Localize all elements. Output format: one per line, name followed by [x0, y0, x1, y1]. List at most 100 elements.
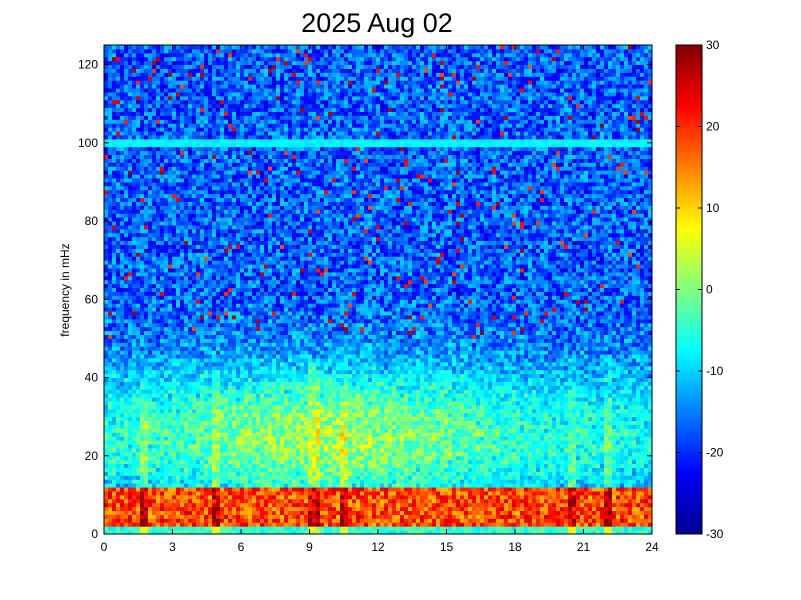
heatmap-cell [612, 444, 617, 449]
heatmap-cell [528, 522, 533, 527]
heatmap-cell [400, 400, 405, 406]
heatmap-cell [104, 455, 109, 461]
heatmap-cell [504, 479, 509, 484]
heatmap-cell [528, 502, 533, 508]
heatmap-cell [180, 447, 185, 453]
heatmap-cell [404, 444, 409, 449]
heatmap-cell [464, 522, 469, 527]
heatmap-cell [308, 506, 313, 512]
heatmap-cell [560, 428, 565, 433]
heatmap-cell [492, 432, 497, 437]
heatmap-cell [644, 397, 649, 402]
heatmap-cell [640, 436, 645, 441]
heatmap-cell [360, 494, 365, 500]
heatmap-cell [156, 432, 161, 437]
heatmap-cell [628, 479, 633, 484]
heatmap-cell [596, 463, 601, 468]
heatmap-cell [336, 447, 341, 453]
heatmap-cell [568, 467, 573, 472]
heatmap-cell [272, 467, 277, 472]
heatmap-cell [456, 518, 461, 523]
heatmap-cell [376, 451, 381, 457]
heatmap-cell [340, 432, 345, 437]
heatmap-cell [216, 416, 221, 422]
heatmap-cell [596, 447, 601, 453]
heatmap-cell [332, 514, 337, 519]
heatmap-cell [152, 475, 157, 480]
heatmap-cell [500, 459, 505, 465]
heatmap-cell [424, 440, 429, 445]
heatmap-cell [480, 451, 485, 457]
heatmap-cell [524, 471, 529, 476]
heatmap-cell [192, 432, 197, 437]
heatmap-cell [536, 393, 541, 398]
heatmap-cell [604, 459, 609, 465]
heatmap-cell [616, 451, 621, 457]
heatmap-cell [188, 416, 193, 422]
heatmap-cell [296, 506, 301, 512]
heatmap-cell [336, 514, 341, 519]
heatmap-cell [248, 467, 253, 472]
heatmap-cell [412, 393, 417, 398]
heatmap-cell [456, 526, 461, 531]
heatmap-cell [560, 408, 565, 414]
heatmap-cell [164, 522, 169, 527]
heatmap-cell [364, 490, 369, 496]
heatmap-cell [180, 412, 185, 418]
heatmap-cell [356, 447, 361, 453]
heatmap-cell [284, 479, 289, 484]
heatmap-cell [464, 393, 469, 398]
heatmap-cell [552, 483, 557, 488]
heatmap-cell [524, 440, 529, 445]
heatmap-cell [348, 459, 353, 465]
heatmap-cell [152, 514, 157, 519]
heatmap-cell [596, 424, 601, 429]
heatmap-cell [220, 424, 225, 429]
heatmap-cell [244, 420, 249, 425]
heatmap-cell [304, 494, 309, 500]
heatmap-cell [636, 490, 641, 496]
heatmap-cell [132, 424, 137, 429]
heatmap-cell [336, 408, 341, 414]
heatmap-cell [640, 522, 645, 527]
heatmap-cell [308, 483, 313, 488]
heatmap-cell [172, 428, 177, 433]
heatmap-cell [292, 416, 297, 422]
heatmap-cell [380, 455, 385, 461]
heatmap-cell [384, 506, 389, 512]
heatmap-cell [620, 444, 625, 449]
heatmap-cell [440, 526, 445, 531]
heatmap-cell [556, 487, 561, 492]
heatmap-cell [564, 530, 569, 535]
heatmap-cell [572, 494, 577, 500]
heatmap-cell [216, 459, 221, 465]
heatmap-cell [140, 428, 145, 433]
heatmap-cell [408, 506, 413, 512]
heatmap-cell [572, 467, 577, 472]
heatmap-cell [528, 463, 533, 468]
heatmap-cell [628, 475, 633, 480]
heatmap-cell [452, 510, 457, 515]
heatmap-cell [572, 428, 577, 433]
heatmap-cell [224, 397, 229, 402]
heatmap-cell [340, 412, 345, 418]
heatmap-cell [512, 530, 517, 535]
heatmap-cell [204, 447, 209, 453]
heatmap-cell [368, 510, 373, 515]
heatmap-cell [216, 467, 221, 472]
heatmap-cell [492, 483, 497, 488]
heatmap-cell [364, 408, 369, 414]
heatmap-cell [192, 510, 197, 515]
heatmap-cell [476, 483, 481, 488]
heatmap-cell [236, 455, 241, 461]
heatmap-cell [232, 498, 237, 504]
heatmap-cell [204, 412, 209, 418]
heatmap-cell [604, 416, 609, 422]
heatmap-cell [228, 393, 233, 398]
heatmap-cell [408, 416, 413, 422]
heatmap-cell [584, 424, 589, 429]
heatmap-cell [180, 432, 185, 437]
heatmap-cell [228, 459, 233, 465]
heatmap-cell [444, 420, 449, 425]
heatmap-cell [412, 428, 417, 433]
